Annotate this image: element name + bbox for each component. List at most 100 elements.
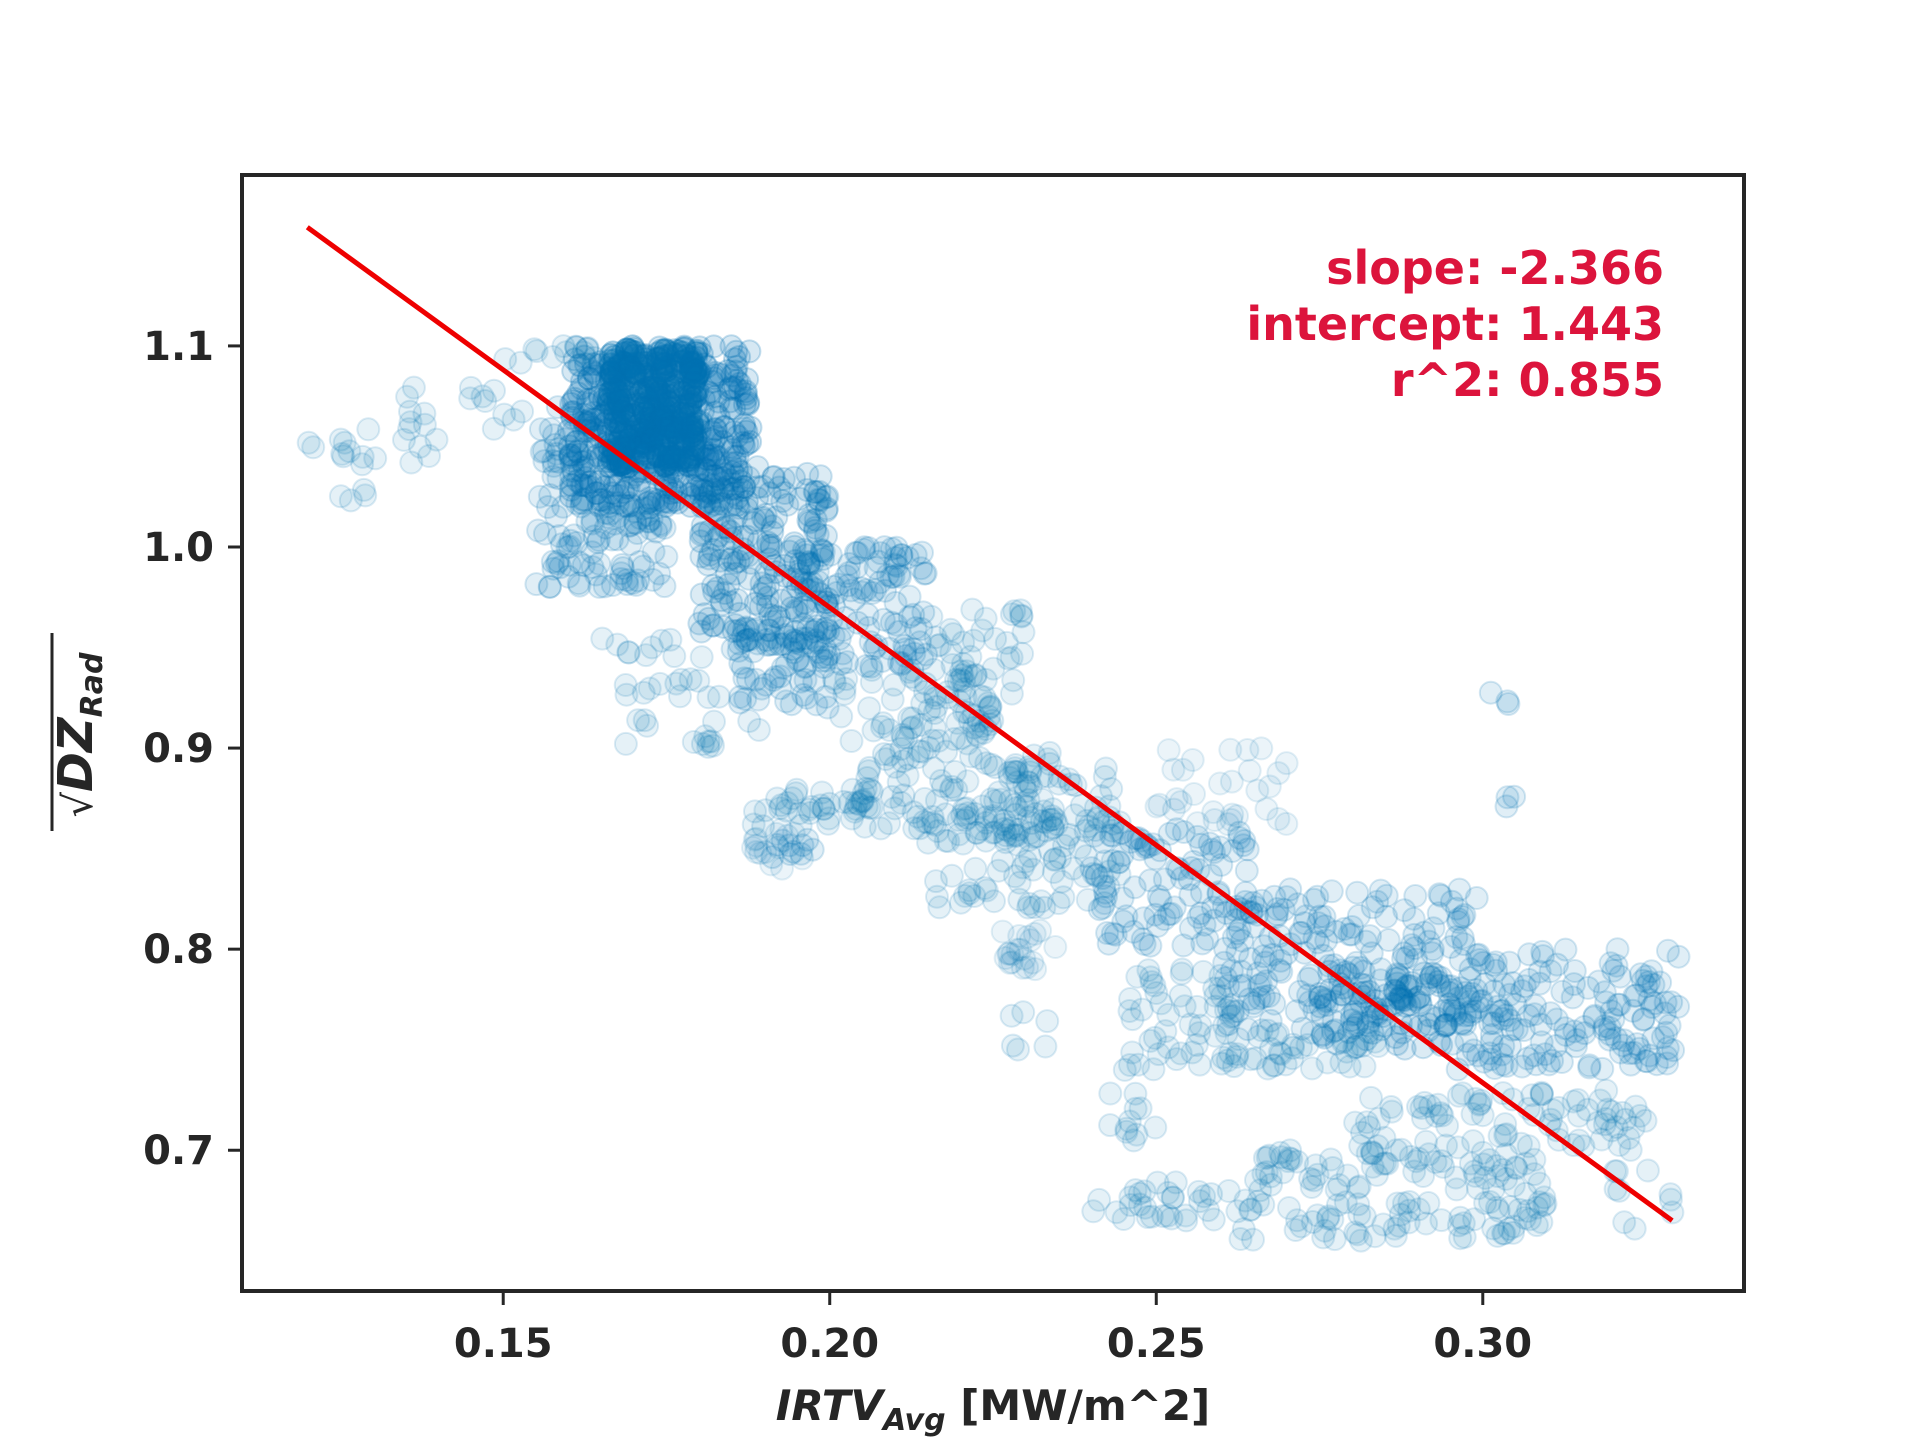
scatter-point — [633, 353, 657, 378]
scatter-point — [549, 532, 574, 557]
scatter-point — [641, 491, 666, 516]
scatter-point — [804, 617, 829, 642]
scatter-point — [1313, 987, 1338, 1012]
scatter-point — [1494, 794, 1519, 819]
scatter-point — [795, 598, 819, 623]
scatter-point — [692, 387, 716, 412]
scatter-point — [697, 479, 722, 504]
scatter-point — [606, 358, 631, 383]
scatter-point — [1266, 761, 1291, 786]
scatter-point — [727, 378, 752, 403]
x-tick-label: 0.20 — [780, 1321, 879, 1367]
scatter-point — [609, 410, 634, 435]
scatter-point — [636, 354, 661, 379]
scatter-point — [793, 667, 818, 692]
scatter-point — [905, 745, 930, 770]
scatter-point — [931, 774, 955, 799]
scatter-point — [920, 728, 945, 753]
scatter-point — [1631, 1007, 1656, 1032]
scatter-point — [639, 365, 664, 390]
scatter-point — [650, 398, 675, 423]
scatter-point — [703, 360, 728, 385]
scatter-point — [699, 729, 724, 754]
scatter-point — [1456, 984, 1481, 1009]
scatter-point — [718, 468, 743, 493]
scatter-point — [1467, 1092, 1492, 1117]
scatter-point — [1445, 1057, 1470, 1082]
scatter-point — [982, 889, 1006, 914]
scatter-point — [1254, 1160, 1279, 1185]
scatter-point — [643, 417, 668, 442]
scatter-point — [785, 648, 810, 673]
intercept-annotation: intercept: 1.443 — [1246, 297, 1664, 351]
scatter-point — [1019, 811, 1044, 835]
scatter-point — [952, 883, 977, 908]
scatter-point — [1481, 952, 1506, 977]
scatter-point — [1464, 978, 1489, 1002]
scatter-point — [1472, 972, 1497, 997]
scatter-point — [813, 620, 838, 645]
scatter-point — [653, 454, 678, 479]
scatter-point — [963, 663, 988, 688]
scatter-point — [1247, 986, 1272, 1011]
scatter-point — [768, 796, 792, 821]
scatter-point — [683, 358, 708, 383]
scatter-point — [599, 365, 624, 390]
scatter-point — [623, 434, 648, 459]
scatter-point — [668, 382, 693, 407]
scatter-point — [1414, 1211, 1439, 1236]
scatter-point — [1383, 978, 1407, 1003]
scatter-point — [901, 800, 926, 825]
scatter-point — [1219, 992, 1244, 1017]
scatter-point — [701, 613, 726, 638]
scatter-point — [792, 537, 816, 562]
scatter-point — [558, 445, 583, 470]
scatter-point — [727, 601, 752, 626]
scatter-point — [1007, 870, 1032, 895]
scatter-point — [618, 491, 642, 516]
scatter-point — [1340, 1002, 1365, 1027]
scatter-point — [1532, 1193, 1557, 1218]
scatter-point — [795, 617, 820, 642]
scatter-point — [1318, 1147, 1343, 1172]
scatter-point — [350, 444, 375, 469]
scatter-point — [892, 633, 917, 658]
scatter-point — [822, 670, 847, 695]
scatter-point — [1266, 1021, 1291, 1046]
scatter-point — [1500, 1017, 1525, 1042]
scatter-point — [1324, 1177, 1349, 1202]
scatter-point — [1452, 1224, 1477, 1249]
scatter-point — [1051, 885, 1076, 910]
scatter-point — [1498, 1194, 1523, 1219]
scatter-point — [615, 356, 640, 381]
scatter-point — [710, 476, 735, 501]
scatter-point — [949, 659, 973, 684]
scatter-point — [1365, 889, 1390, 914]
scatter-point — [659, 414, 683, 439]
scatter-point — [632, 434, 657, 458]
scatter-point — [1041, 860, 1066, 884]
scatter-point — [989, 787, 1014, 812]
scatter-point — [1219, 958, 1244, 983]
scatter-point — [1015, 924, 1040, 949]
scatter-point — [621, 359, 646, 384]
scatter-point — [1398, 974, 1423, 999]
scatter-point — [656, 441, 681, 466]
scatter-point — [1489, 1042, 1514, 1067]
scatter-point — [1127, 837, 1152, 862]
scatter-point — [1255, 1018, 1280, 1043]
scatter-point — [1497, 1008, 1522, 1033]
scatter-point — [1634, 964, 1659, 989]
scatter-point — [1424, 1006, 1449, 1031]
scatter-point — [660, 460, 685, 485]
scatter-point — [1469, 988, 1494, 1013]
scatter-point — [877, 718, 902, 742]
scatter-point — [1420, 941, 1445, 966]
y-tick-label: 1.1 — [143, 324, 214, 370]
scatter-point — [1021, 857, 1046, 882]
scatter-point — [1553, 937, 1578, 962]
scatter-point — [412, 412, 437, 437]
scatter-point — [1308, 985, 1333, 1010]
scatter-point — [616, 337, 641, 362]
scatter-point — [1120, 1007, 1145, 1032]
